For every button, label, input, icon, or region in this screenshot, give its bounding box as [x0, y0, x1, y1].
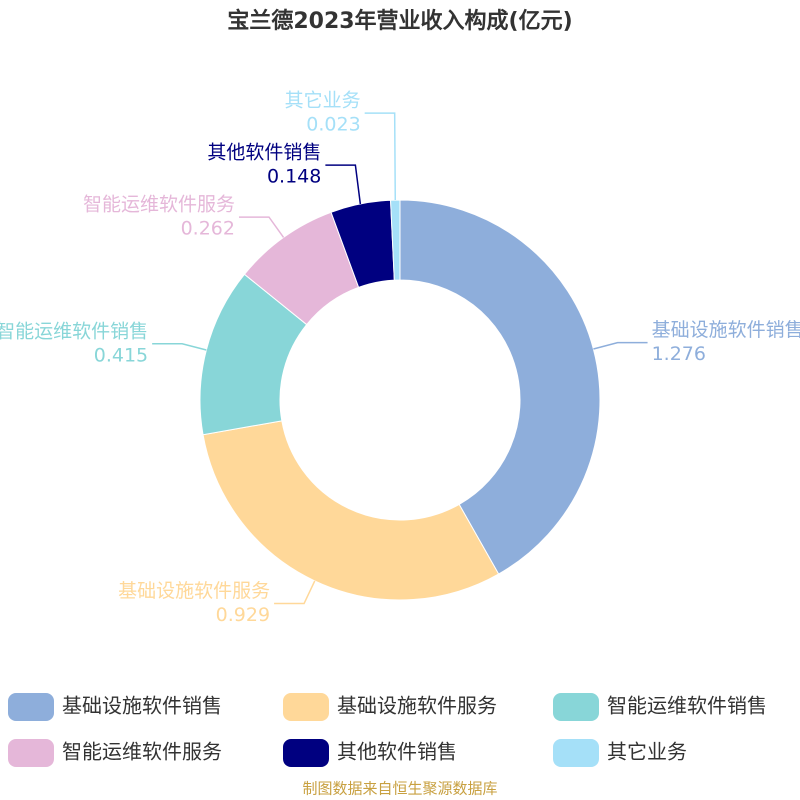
- legend-swatch: [8, 739, 54, 767]
- chart-title: 宝兰德2023年营业收入构成(亿元): [227, 8, 572, 34]
- legend-swatch: [8, 693, 54, 721]
- source: 制图数据来自恒生聚源数据库: [302, 780, 497, 798]
- donut-slice: [390, 199, 401, 281]
- data-label: 1.276: [652, 343, 706, 365]
- legend-swatch: [283, 693, 329, 721]
- leader-line: [593, 341, 648, 350]
- leader-line: [152, 343, 207, 351]
- legend-swatch: [553, 693, 599, 721]
- legend-label: 智能运维软件服务: [62, 740, 222, 764]
- data-label-name: 其他软件销售: [207, 142, 321, 164]
- data-label: 0.148: [267, 166, 321, 188]
- legend-swatch: [283, 739, 329, 767]
- legend-label: 基础设施软件服务: [337, 694, 497, 718]
- donut-slice: [202, 420, 500, 601]
- leader-line: [364, 112, 397, 201]
- data-label-name: 其它业务: [285, 90, 361, 112]
- donut-slice: [399, 199, 601, 575]
- data-label: 0.929: [216, 604, 270, 626]
- data-label-name: 智能运维软件服务: [83, 194, 235, 216]
- leader-line: [238, 216, 285, 238]
- legend-swatch: [553, 739, 599, 767]
- legend-label: 基础设施软件销售: [62, 694, 222, 718]
- data-label: 0.023: [306, 114, 360, 136]
- legend-label: 智能运维软件销售: [607, 694, 767, 718]
- leader-line: [274, 580, 316, 605]
- legend-label: 其它业务: [607, 740, 687, 764]
- data-label-name: 基础设施软件服务: [118, 580, 270, 602]
- data-label-name: 智能运维软件销售: [0, 320, 148, 342]
- data-label-name: 基础设施软件销售: [652, 319, 800, 341]
- legend-label: 其他软件销售: [337, 740, 457, 764]
- data-label: 0.415: [94, 344, 148, 366]
- data-label: 0.262: [181, 218, 235, 240]
- leader-line: [325, 164, 362, 205]
